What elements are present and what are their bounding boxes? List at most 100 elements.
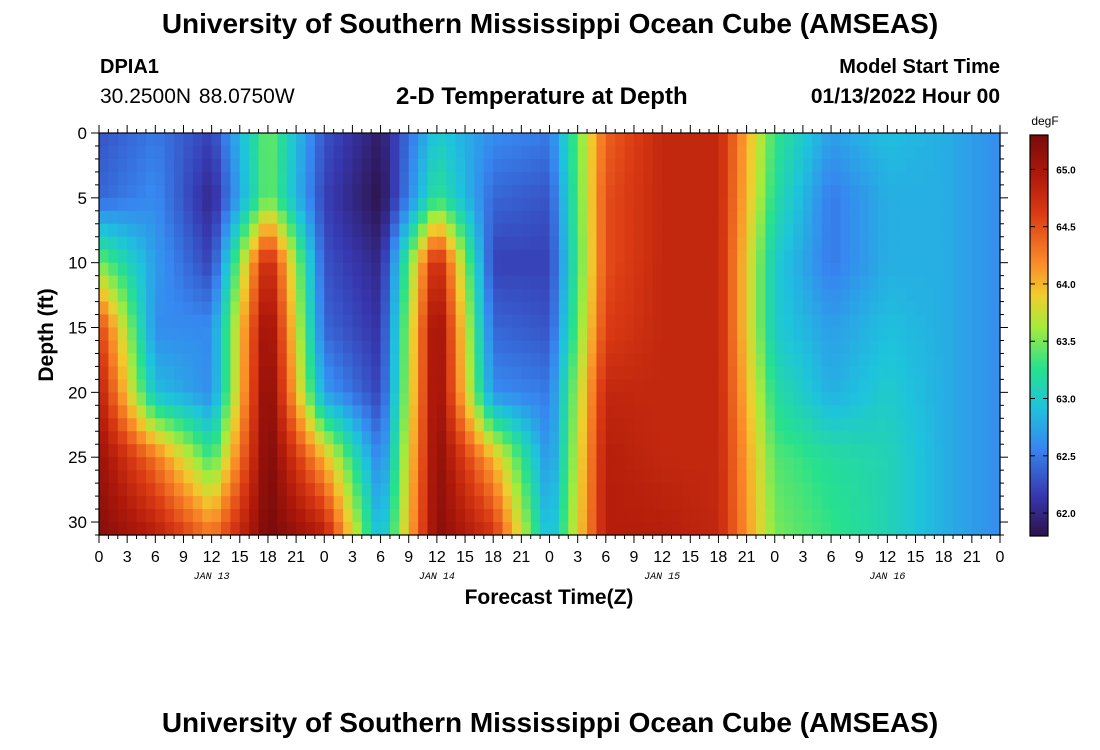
heatmap-cell <box>962 327 973 342</box>
heatmap-cell <box>380 431 391 445</box>
heatmap-cell <box>145 223 156 238</box>
heatmap-cell <box>896 184 907 199</box>
heatmap-cell <box>296 522 307 536</box>
heatmap-cell <box>192 496 203 510</box>
heatmap-cell <box>981 133 992 147</box>
heatmap-cell <box>774 197 785 212</box>
heatmap-cell <box>221 457 231 471</box>
heatmap-cell <box>915 133 926 147</box>
heatmap-cell <box>690 431 701 445</box>
heatmap-cell <box>840 223 851 238</box>
heatmap-cell <box>521 301 532 316</box>
heatmap-cell <box>249 275 260 290</box>
heatmap-cell <box>286 522 297 536</box>
heatmap-cell <box>493 392 504 406</box>
heatmap-cell <box>521 288 532 303</box>
heatmap-cell <box>943 158 954 173</box>
x-tick-label: 6 <box>376 549 385 566</box>
heatmap-cell <box>981 457 992 471</box>
heatmap-cell <box>221 158 231 173</box>
heatmap-cell <box>981 275 992 290</box>
heatmap-cell <box>530 444 541 458</box>
heatmap-cell <box>812 145 823 160</box>
heatmap-cell <box>399 366 410 380</box>
heatmap-cell <box>587 288 598 303</box>
heatmap-cell <box>436 405 447 419</box>
heatmap-cell <box>793 509 804 523</box>
heatmap-cell <box>230 366 241 380</box>
heatmap-cell <box>699 431 710 445</box>
heatmap-cell <box>727 457 738 471</box>
x-tick-label: 15 <box>456 549 474 566</box>
heatmap-cell <box>258 431 269 445</box>
heatmap-cell <box>427 236 438 251</box>
heatmap-cell <box>324 158 335 173</box>
heatmap-cell <box>136 431 147 445</box>
heatmap-cell <box>108 262 119 277</box>
heatmap-cell <box>511 314 522 329</box>
heatmap-cell <box>277 197 288 212</box>
heatmap-cell <box>906 340 917 355</box>
heatmap-cell <box>549 288 560 303</box>
heatmap-cell <box>953 262 964 277</box>
heatmap-cell <box>943 275 954 290</box>
heatmap-cell <box>474 236 485 251</box>
heatmap-cell <box>145 431 156 445</box>
heatmap-cell <box>934 379 945 393</box>
heatmap-cell <box>774 470 785 484</box>
heatmap-cell <box>511 457 522 471</box>
heatmap-cell <box>333 223 344 238</box>
heatmap-cell <box>314 522 325 536</box>
heatmap-cell <box>943 301 954 316</box>
heatmap-cell <box>906 275 917 290</box>
heatmap-cell <box>577 366 588 380</box>
heatmap-cell <box>680 197 691 212</box>
heatmap-cell <box>558 496 569 510</box>
colorbar-tick-label: 64.0 <box>1056 280 1076 291</box>
heatmap-cell <box>709 301 720 316</box>
heatmap-cell <box>755 457 766 471</box>
heatmap-cell <box>906 288 917 303</box>
heatmap-cell <box>699 223 710 238</box>
heatmap-cell <box>662 249 673 264</box>
heatmap-cell <box>596 379 607 393</box>
heatmap-cell <box>643 249 654 264</box>
heatmap-cell <box>643 379 654 393</box>
heatmap-cell <box>877 353 888 368</box>
heatmap-cell <box>192 379 203 393</box>
heatmap-cell <box>812 509 823 523</box>
heatmap-cell <box>971 197 982 212</box>
heatmap-cell <box>596 288 607 303</box>
heatmap-cell <box>530 405 541 419</box>
heatmap-cell <box>99 470 109 484</box>
heatmap-cell <box>465 509 476 523</box>
heatmap-cell <box>183 210 194 225</box>
heatmap-cell <box>371 301 382 316</box>
heatmap-cell <box>615 522 626 536</box>
heatmap-cell <box>633 145 644 160</box>
heatmap-cell <box>774 522 785 536</box>
heatmap-cell <box>230 236 241 251</box>
heatmap-cell <box>249 158 260 173</box>
heatmap-cell <box>474 275 485 290</box>
heatmap-cell <box>737 470 748 484</box>
heatmap-cell <box>136 353 147 368</box>
heatmap-cell <box>971 275 982 290</box>
heatmap-cell <box>202 171 213 186</box>
heatmap-cell <box>455 418 466 432</box>
heatmap-cell <box>652 522 663 536</box>
heatmap-cell <box>99 483 109 497</box>
heatmap-cell <box>793 184 804 199</box>
heatmap-cell <box>793 275 804 290</box>
heatmap-cell <box>258 470 269 484</box>
heatmap-cell <box>690 275 701 290</box>
heatmap-cell <box>605 210 616 225</box>
heatmap-cell <box>962 470 973 484</box>
heatmap-cell <box>699 340 710 355</box>
heatmap-cell <box>849 288 860 303</box>
heatmap-cell <box>849 210 860 225</box>
heatmap-cell <box>962 249 973 264</box>
heatmap-cell <box>221 509 231 523</box>
heatmap-cell <box>821 171 832 186</box>
heatmap-cell <box>164 444 175 458</box>
